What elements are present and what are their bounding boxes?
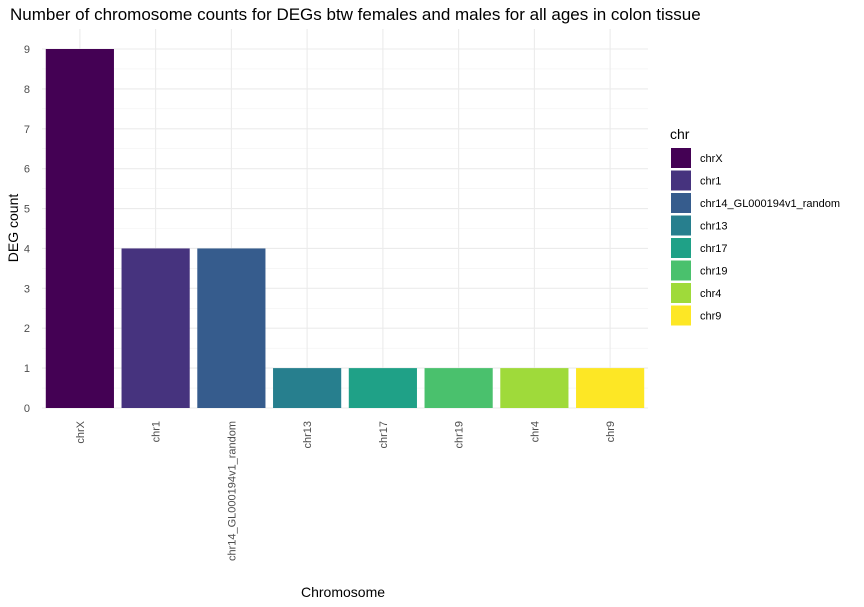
legend-swatch [671, 260, 691, 281]
x-tick-label: chr17 [378, 421, 390, 449]
bar-chr4 [500, 368, 569, 408]
legend-label: chr4 [700, 288, 721, 300]
legend-items: chrX chr1 chr14_GL000194v1_random chr13 chr1… [671, 148, 840, 326]
y-tick-label: 3 [24, 283, 30, 295]
legend-swatch [671, 238, 691, 258]
legend-swatch [671, 193, 691, 213]
bar-chr9 [576, 368, 645, 408]
legend-label: chr14_GL000194v1_random [700, 198, 840, 210]
y-axis-title: DEG count [5, 194, 21, 263]
chart-title: Number of chromosome counts for DEGs btw… [10, 5, 701, 24]
legend-label: chr9 [700, 311, 721, 323]
y-tick-label: 6 [24, 164, 30, 176]
y-axis-ticks: 0 1 2 3 4 5 6 7 8 9 [24, 44, 30, 415]
bar-chr19 [424, 368, 493, 408]
x-tick-label: chr4 [529, 421, 541, 442]
legend-label: chrX [700, 153, 723, 165]
bar-chrX [45, 49, 114, 408]
legend-label: chr17 [700, 243, 728, 255]
legend-swatch [671, 283, 691, 303]
bar-chr1 [121, 248, 190, 408]
bar-chr13 [273, 368, 342, 408]
x-tick-label: chr14_GL000194v1_random [226, 421, 238, 561]
legend: chr chrX chr1 chr14_GL000194v1_random chr13… [670, 126, 840, 326]
legend-swatch [671, 148, 691, 168]
y-tick-label: 7 [24, 124, 30, 136]
legend-label: chr19 [700, 266, 728, 278]
legend-label: chr1 [700, 176, 721, 188]
y-tick-label: 1 [24, 363, 30, 375]
legend-title: chr [670, 126, 690, 142]
y-tick-label: 5 [24, 204, 30, 216]
legend-swatch [671, 215, 691, 236]
bars [45, 49, 645, 408]
y-tick-label: 8 [24, 84, 30, 96]
y-tick-label: 4 [24, 243, 30, 255]
x-tick-label: chr13 [302, 421, 314, 449]
x-axis-title: Chromosome [301, 584, 385, 600]
x-tick-label: chrX [75, 420, 87, 443]
y-tick-label: 2 [24, 323, 30, 335]
x-tick-label: chr19 [454, 421, 466, 449]
bar-chr14_GL000194v1_random [197, 248, 266, 408]
x-tick-label: chr9 [605, 421, 617, 442]
x-tick-label: chr1 [151, 421, 163, 442]
legend-label: chr13 [700, 221, 728, 233]
bar-chr17 [348, 368, 417, 408]
y-tick-label: 0 [24, 403, 30, 415]
y-tick-label: 9 [24, 44, 30, 56]
x-axis-ticks: chrX chr1 chr14_GL000194v1_random chr13 chr1… [75, 420, 617, 561]
legend-swatch [671, 305, 691, 326]
legend-swatch [671, 170, 691, 191]
